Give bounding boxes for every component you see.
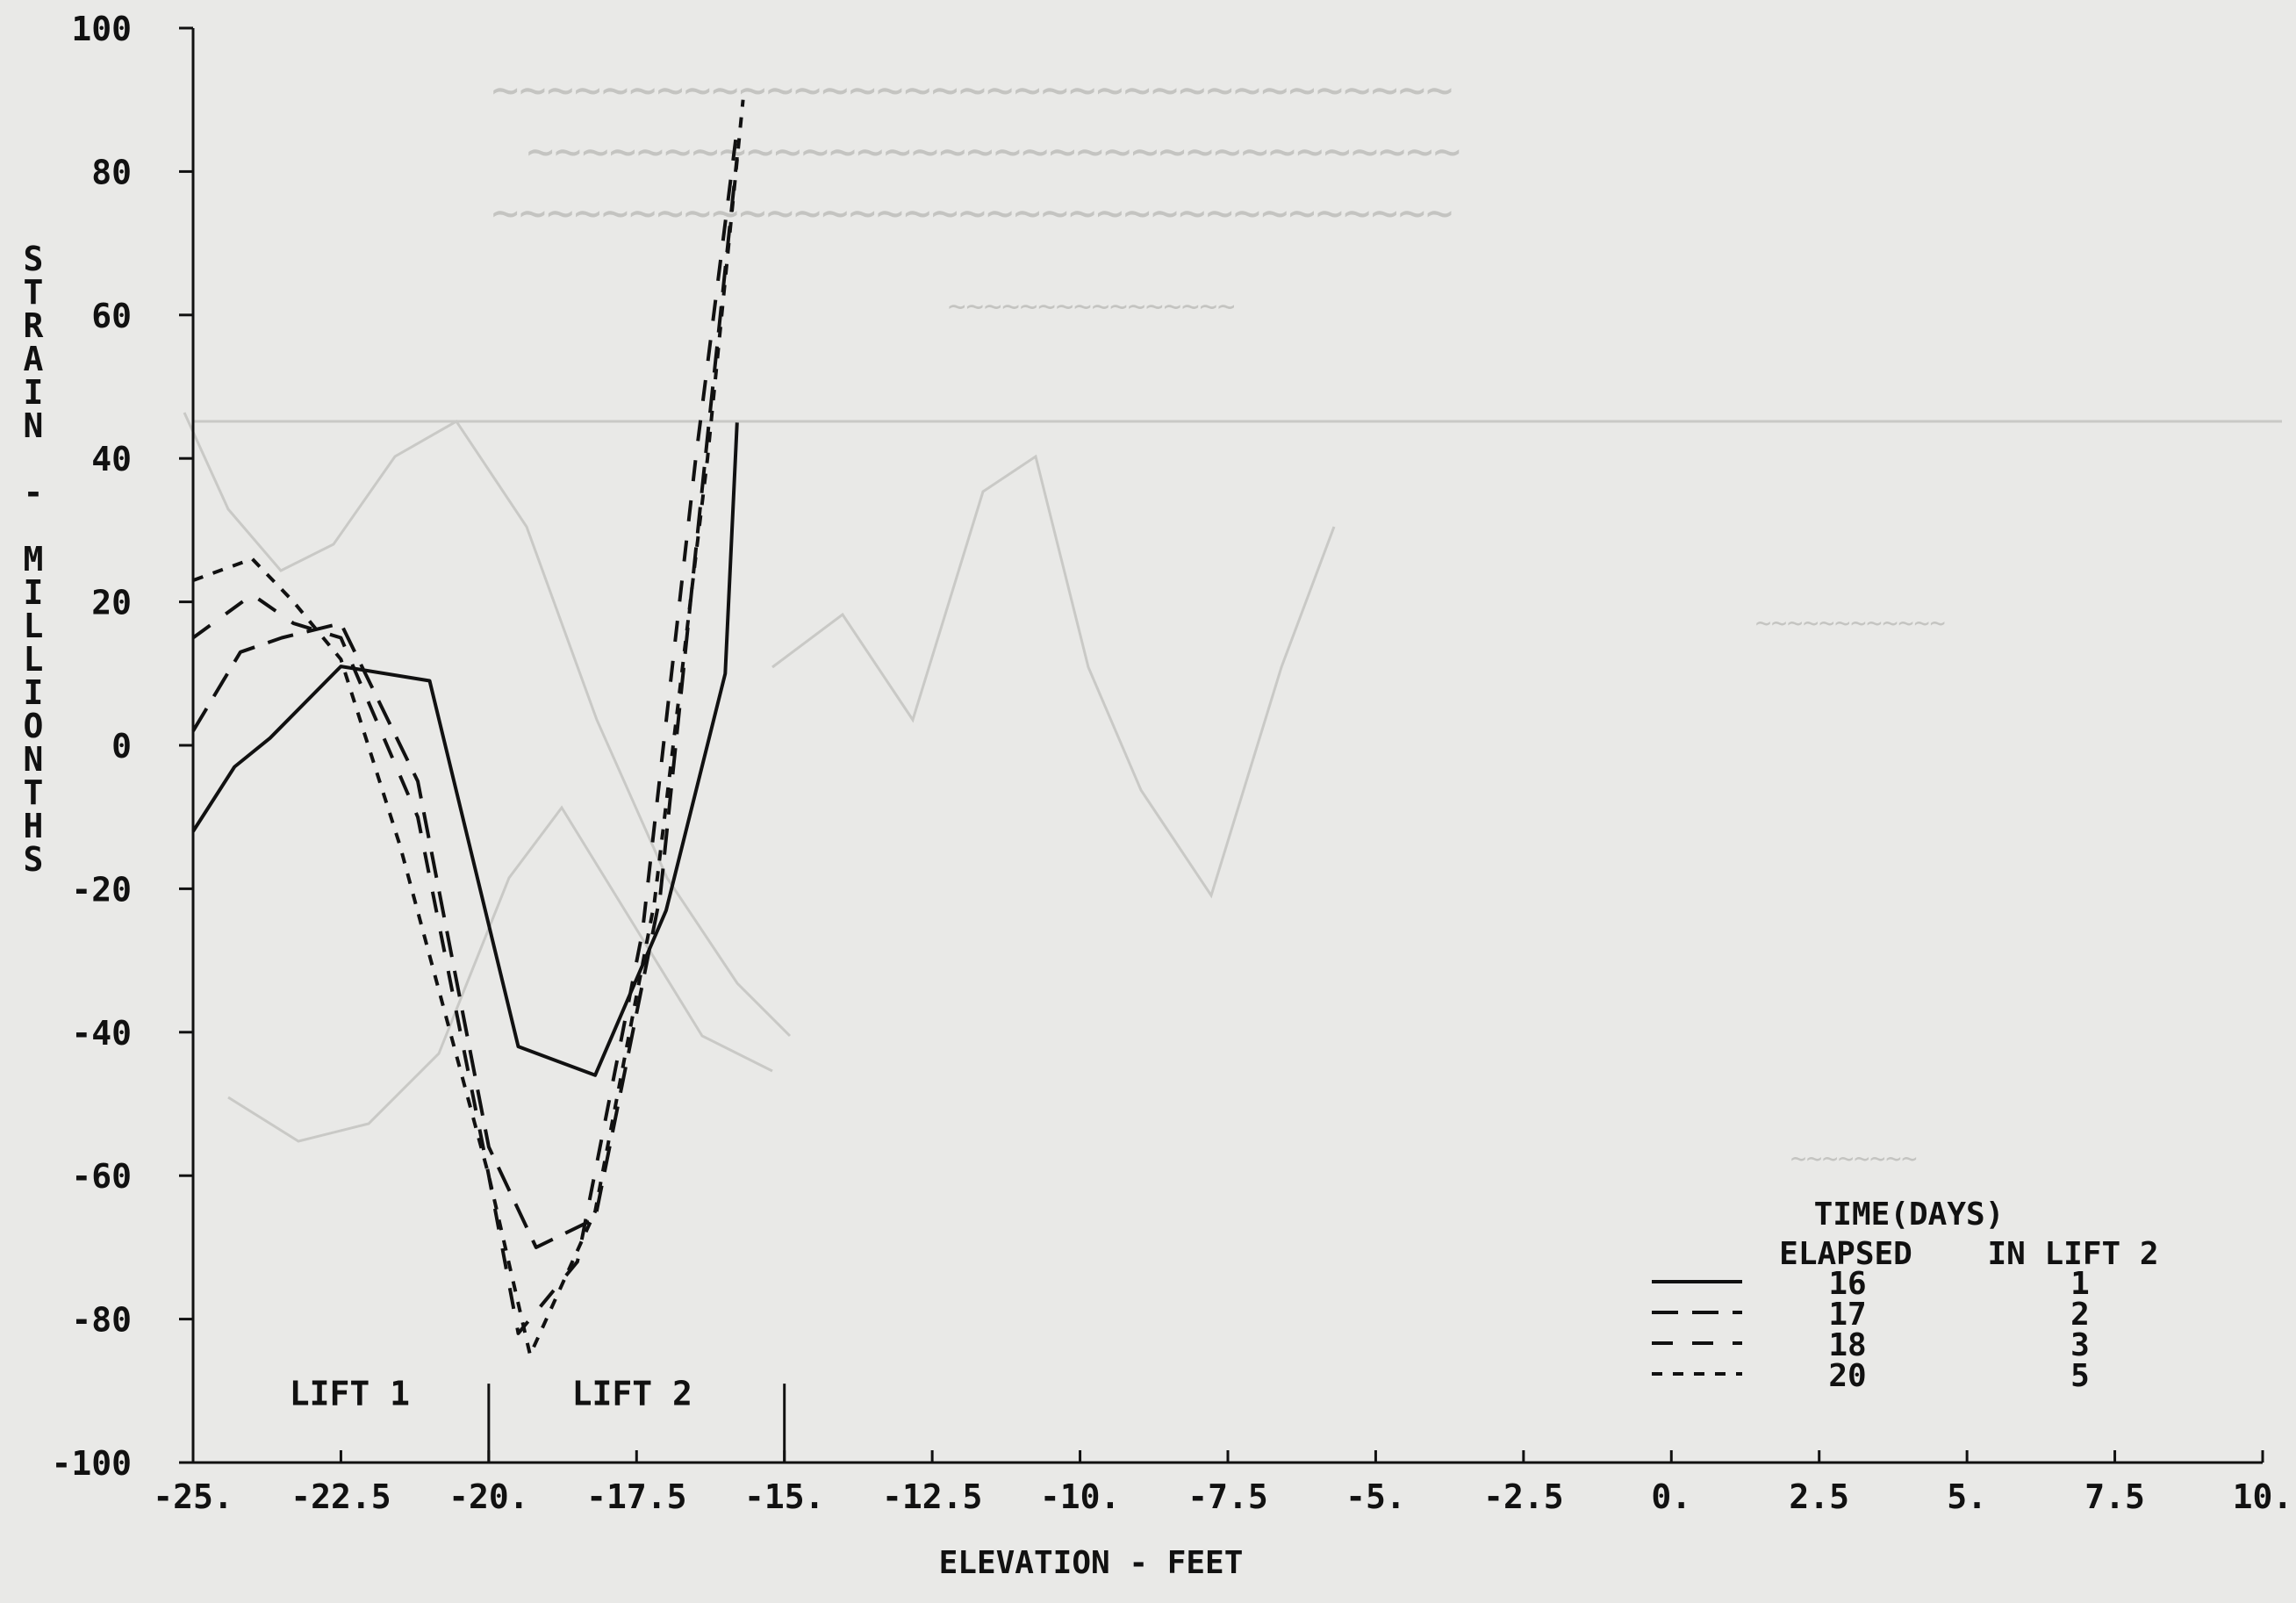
y-tick-label: 60 bbox=[91, 297, 132, 335]
series-line-17 bbox=[191, 156, 739, 1249]
x-tick-label: -25. bbox=[153, 1477, 233, 1516]
x-tick-label: 5. bbox=[1947, 1477, 1987, 1516]
legend-in-lift2: 3 bbox=[2070, 1327, 2090, 1363]
x-tick-label: -12.5 bbox=[882, 1477, 982, 1516]
lift-label: LIFT 1 bbox=[290, 1375, 410, 1413]
y-tick-label: 20 bbox=[91, 584, 132, 622]
x-tick-label: -5. bbox=[1345, 1477, 1406, 1516]
x-axis-label: ELEVATION - FEET bbox=[939, 1545, 1244, 1581]
axes: -25. -22.5 -20. -17.5 -15. -12.5 -10. -7.5 -5. -2… bbox=[51, 10, 2292, 1516]
x-tick-label: 0. bbox=[1651, 1477, 1691, 1516]
legend-header-elapsed: ELAPSED bbox=[1779, 1236, 1912, 1272]
legend-title: TIME(DAYS) bbox=[1814, 1197, 2005, 1233]
x-tick-label: -15. bbox=[744, 1477, 825, 1516]
series-line-16 bbox=[191, 422, 739, 1077]
bleed-through-ghost: ~~~~~~~~~~~~~~~~ ~~~~~~~~~~~~ ~~~~~~~~ ~… bbox=[183, 64, 2282, 1175]
legend-elapsed: 16 bbox=[1828, 1266, 1866, 1302]
legend-in-lift2: 2 bbox=[2070, 1297, 2090, 1333]
x-tick-label: -22.5 bbox=[291, 1477, 391, 1516]
y-tick-label: 100 bbox=[71, 10, 132, 48]
lift-label: LIFT 2 bbox=[572, 1375, 692, 1413]
legend-header-in-lift2: IN LIFT 2 bbox=[1987, 1236, 2158, 1272]
svg-text:~~~~~~~~~~~~~~~~: ~~~~~~~~~~~~~~~~ bbox=[948, 289, 1236, 324]
y-tick-label: -100 bbox=[51, 1444, 132, 1483]
y-tick-label: 80 bbox=[91, 153, 132, 191]
y-tick-label: -80 bbox=[71, 1301, 132, 1340]
svg-text:~~~~~~~~~~~~~~~~~~~~~~~~~~~~~~: ~~~~~~~~~~~~~~~~~~~~~~~~~~~~~~~~~~~ bbox=[491, 187, 1453, 240]
legend-in-lift2: 1 bbox=[2070, 1266, 2090, 1302]
x-tick-label: -7.5 bbox=[1187, 1477, 1268, 1516]
y-tick-label: -20 bbox=[71, 870, 132, 909]
svg-text:~~~~~~~~~~~~~~~~~~~~~~~~~~~~~~: ~~~~~~~~~~~~~~~~~~~~~~~~~~~~~~~~~~~ bbox=[491, 64, 1453, 117]
data-series bbox=[191, 99, 745, 1357]
y-tick-label: 0 bbox=[111, 727, 132, 766]
svg-text:~~~~~~~~: ~~~~~~~~ bbox=[1790, 1144, 1918, 1175]
series-line-20 bbox=[192, 99, 745, 1357]
legend-elapsed: 18 bbox=[1828, 1327, 1866, 1363]
x-tick-label: 10. bbox=[2233, 1477, 2293, 1516]
x-tick-label: -20. bbox=[448, 1477, 529, 1516]
y-tick-label: 40 bbox=[91, 440, 132, 478]
legend-in-lift2: 5 bbox=[2070, 1358, 2090, 1394]
x-tick-label: -2.5 bbox=[1483, 1477, 1564, 1516]
x-tick-label: -17.5 bbox=[586, 1477, 686, 1516]
series-line-18 bbox=[191, 128, 739, 1335]
legend-elapsed: 17 bbox=[1828, 1297, 1866, 1333]
legend-rows: 16 1 17 2 18 3 20 5 bbox=[1652, 1266, 2090, 1394]
y-tick-label: -60 bbox=[71, 1157, 132, 1196]
legend-elapsed: 20 bbox=[1828, 1358, 1866, 1394]
svg-text:~~~~~~~~~~~~~~~~~~~~~~~~~~~~~~: ~~~~~~~~~~~~~~~~~~~~~~~~~~~~~~~~~~ bbox=[527, 126, 1460, 178]
lift-regions: LIFT 1 LIFT 2 bbox=[290, 1375, 786, 1463]
x-tick-label: 2.5 bbox=[1789, 1477, 1849, 1516]
y-tick-label: -40 bbox=[71, 1014, 132, 1053]
svg-text:~~~~~~~~~~~~: ~~~~~~~~~~~~ bbox=[1755, 608, 1946, 639]
x-tick-label: 7.5 bbox=[2084, 1477, 2145, 1516]
x-tick-label: -10. bbox=[1040, 1477, 1121, 1516]
legend: TIME(DAYS) ELAPSED IN LIFT 2 16 1 17 2 18 3 20… bbox=[1652, 1197, 2159, 1394]
